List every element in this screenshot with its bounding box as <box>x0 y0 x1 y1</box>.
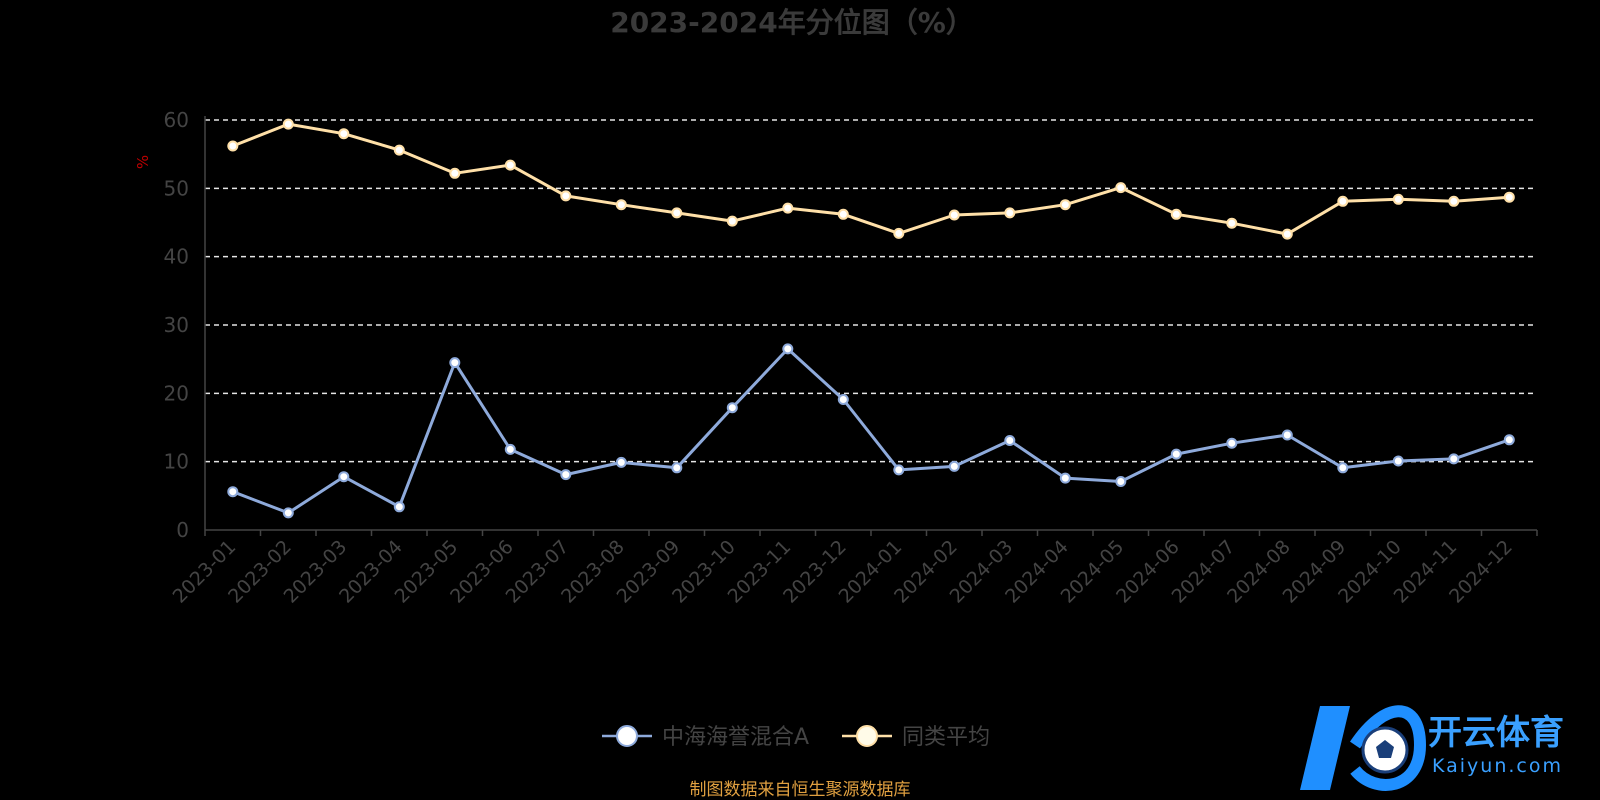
x-tick-labels: 2023-012023-022023-032023-042023-052023-… <box>169 536 1517 608</box>
series-line-fund <box>232 347 1510 515</box>
data-point-fund[interactable] <box>1281 429 1293 441</box>
axes <box>204 116 1538 536</box>
y-tick-label: 50 <box>164 176 189 200</box>
data-point-fund[interactable] <box>227 486 239 498</box>
data-point-peer-average[interactable] <box>948 209 960 221</box>
data-point-fund[interactable] <box>1503 434 1515 446</box>
data-point-peer-average[interactable] <box>782 202 794 214</box>
data-point-peer-average[interactable] <box>615 199 627 211</box>
data-point-peer-average[interactable] <box>227 140 239 152</box>
data-point-fund[interactable] <box>1170 448 1182 460</box>
y-tick-label: 40 <box>164 245 189 269</box>
data-point-fund[interactable] <box>1004 435 1016 446</box>
data-point-fund[interactable] <box>782 343 794 355</box>
y-axis-label: % <box>134 155 152 169</box>
data-point-fund[interactable] <box>393 501 405 513</box>
data-point-fund[interactable] <box>1337 462 1349 474</box>
series-lines <box>227 118 1515 519</box>
data-point-peer-average[interactable] <box>1337 195 1349 207</box>
data-point-peer-average[interactable] <box>449 167 461 179</box>
legend-label-peer-average: 同类平均 <box>902 725 990 750</box>
data-point-peer-average[interactable] <box>1392 193 1404 205</box>
legend-item-fund[interactable]: 中海海誉混合A <box>602 725 809 750</box>
y-tick-label: 0 <box>176 518 189 542</box>
data-point-peer-average[interactable] <box>504 159 516 171</box>
data-point-fund[interactable] <box>560 469 572 481</box>
data-point-fund[interactable] <box>726 402 738 414</box>
data-point-peer-average[interactable] <box>1281 228 1293 240</box>
series-fund <box>227 343 1515 519</box>
data-point-fund[interactable] <box>615 456 627 468</box>
series-line-peer-average <box>232 122 1510 236</box>
data-point-peer-average[interactable] <box>893 227 905 239</box>
logo-sub-text: Kaiyun.com <box>1432 755 1563 777</box>
y-tick-label: 20 <box>164 381 189 405</box>
legend-item-peer-average[interactable]: 同类平均 <box>842 725 990 750</box>
data-point-peer-average[interactable] <box>1226 217 1238 229</box>
data-point-peer-average[interactable] <box>1115 182 1127 194</box>
logo-main-text: 开云体育 <box>1428 713 1564 753</box>
y-tick-labels: 0 10 20 30 40 50 60 <box>164 108 189 542</box>
data-point-fund[interactable] <box>837 394 849 405</box>
y-tick-label: 10 <box>164 450 189 474</box>
data-point-peer-average[interactable] <box>560 190 572 202</box>
chart-title: 2023-2024年分位图（%） <box>610 6 974 39</box>
data-point-fund[interactable] <box>1392 455 1404 467</box>
data-point-peer-average[interactable] <box>1059 199 1071 211</box>
data-point-peer-average[interactable] <box>671 207 683 219</box>
data-point-fund[interactable] <box>1448 453 1460 465</box>
watermark-logo: 开云体育 Kaiyun.com <box>1300 705 1564 791</box>
data-point-peer-average[interactable] <box>837 208 849 220</box>
data-point-peer-average[interactable] <box>726 215 738 227</box>
data-point-fund[interactable] <box>893 464 905 476</box>
data-point-peer-average[interactable] <box>1170 208 1182 220</box>
series-peer-average <box>227 118 1515 240</box>
data-point-fund[interactable] <box>504 443 516 455</box>
legend-marker-peer-average <box>856 725 878 747</box>
source-note: 制图数据来自恒生聚源数据库 <box>690 780 911 800</box>
logo-k-ball-icon <box>1300 705 1427 791</box>
data-point-fund[interactable] <box>948 460 960 472</box>
data-point-fund[interactable] <box>1226 437 1238 449</box>
data-point-fund[interactable] <box>671 462 683 474</box>
grid-lines <box>205 119 1537 463</box>
data-point-fund[interactable] <box>449 357 461 369</box>
data-point-peer-average[interactable] <box>338 128 350 140</box>
data-point-fund[interactable] <box>1115 476 1127 487</box>
data-point-peer-average[interactable] <box>393 144 405 156</box>
y-tick-label: 30 <box>164 313 189 337</box>
legend-marker-fund <box>616 725 638 747</box>
data-point-fund[interactable] <box>282 507 294 519</box>
data-point-peer-average[interactable] <box>1448 195 1460 207</box>
data-point-fund[interactable] <box>1059 472 1071 484</box>
data-point-peer-average[interactable] <box>1004 207 1016 219</box>
legend[interactable]: 中海海誉混合A 同类平均 <box>602 725 990 750</box>
data-point-fund[interactable] <box>338 471 350 483</box>
data-point-peer-average[interactable] <box>1503 191 1515 203</box>
y-tick-label: 60 <box>164 108 189 132</box>
data-point-peer-average[interactable] <box>282 118 294 130</box>
legend-label-fund: 中海海誉混合A <box>662 725 809 750</box>
